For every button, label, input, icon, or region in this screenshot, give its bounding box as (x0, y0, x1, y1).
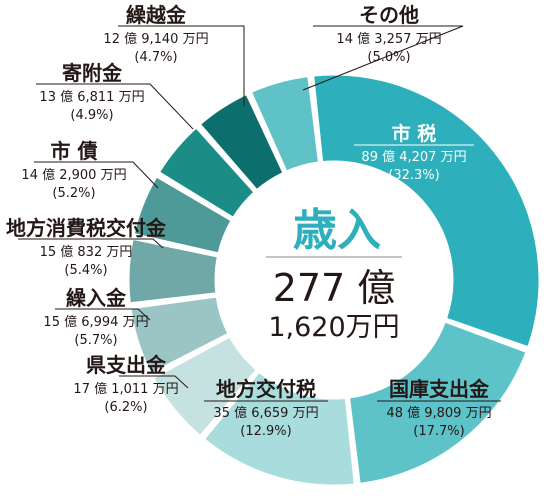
slice-amount-7: 13 億 6,811 万円 (39, 89, 144, 105)
slice-percent-5: (5.4%) (64, 263, 107, 278)
slice-5 (126, 236, 221, 306)
slice-8 (197, 91, 287, 193)
total-sub: 1,620万円 (268, 312, 399, 343)
slice-name-0: 市 税 (392, 122, 437, 145)
slice-percent-9: (5.0%) (367, 50, 410, 65)
slice-percent-2: (12.9%) (240, 424, 291, 439)
leader-line-3 (119, 375, 189, 389)
slice-name-1: 国庫支出金 (389, 377, 490, 401)
slice-0 (310, 72, 542, 350)
leader-line-8 (118, 25, 245, 106)
slice-percent-1: (17.7%) (413, 424, 464, 439)
slice-percent-4: (5.7%) (74, 333, 117, 348)
slice-amount-0: 89 億 4,207 万円 (361, 149, 466, 165)
slice-amount-5: 15 億 832 万円 (40, 244, 133, 260)
leader-line-9 (302, 25, 464, 91)
slice-percent-3: (6.2%) (104, 400, 147, 415)
slice-name-5: 地方消費税交付金 (6, 216, 167, 240)
leader-line-7 (36, 83, 194, 130)
slice-name-2: 地方交付税 (216, 377, 316, 401)
slice-2 (201, 369, 358, 488)
slice-7 (156, 124, 258, 221)
slice-amount-9: 14 億 3,257 万円 (336, 31, 441, 47)
total-value: 277 億 (273, 266, 396, 310)
slice-amount-3: 17 億 1,011 万円 (73, 381, 178, 397)
leader-line-5 (18, 238, 164, 249)
slice-labels: 市 税 89 億 4,207 万円 (32.3%) 国庫支出金 48 億 9,809 万… (6, 3, 492, 439)
chart-title: 歳入 (293, 205, 381, 256)
slice-3 (150, 333, 260, 439)
slice-percent-7: (4.9%) (70, 108, 113, 123)
slice-name-9: その他 (359, 3, 419, 27)
slice-name-7: 寄附金 (62, 61, 123, 85)
slice-1 (346, 319, 530, 487)
slice-amount-6: 14 億 2,900 万円 (21, 167, 126, 183)
slice-name-8: 繰越金 (126, 3, 187, 27)
slice-4 (128, 294, 232, 377)
slice-percent-8: (4.7%) (134, 50, 177, 65)
slice-amount-1: 48 億 9,809 万円 (386, 405, 491, 421)
slice-9 (248, 73, 322, 175)
slice-amount-8: 12 億 9,140 万円 (103, 31, 208, 47)
slice-percent-6: (5.2%) (52, 186, 95, 201)
leader-line-6 (34, 161, 159, 189)
slice-amount-4: 15 億 6,994 万円 (43, 314, 148, 330)
slice-6 (131, 173, 235, 256)
leader-lines (18, 25, 501, 402)
slice-amount-2: 35 億 6,659 万円 (213, 405, 318, 421)
slice-name-3: 県支出金 (86, 353, 167, 377)
donut-slices (126, 72, 542, 488)
slice-percent-0: (32.3%) (388, 168, 439, 183)
slice-name-6: 市 債 (51, 139, 98, 163)
center-summary: 歳入 277 億 1,620万円 (266, 205, 402, 343)
leader-line-4 (55, 308, 151, 321)
slice-name-4: 繰入金 (66, 286, 127, 310)
